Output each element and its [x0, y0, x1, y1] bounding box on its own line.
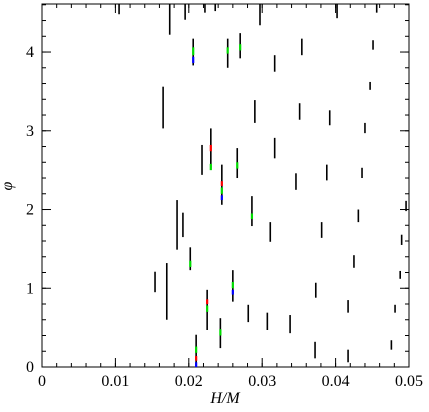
x-axis-label: H/M [209, 390, 241, 407]
y-tick-label: 3 [26, 123, 34, 140]
y-tick-label: 4 [26, 44, 34, 61]
x-tick-label: 0.05 [395, 373, 423, 390]
y-tick-label: 1 [26, 280, 34, 297]
plot-frame [41, 3, 410, 368]
x-tick-label: 0.04 [322, 373, 350, 390]
x-tick-label: 0.02 [175, 373, 203, 390]
y-tick-label: 0 [26, 359, 34, 376]
y-tick-label: 2 [26, 202, 34, 219]
x-tick-label: 0 [38, 373, 46, 390]
x-tick-label: 0.01 [101, 373, 129, 390]
y-axis-label: φ [0, 181, 16, 190]
x-tick-label: 0.03 [248, 373, 276, 390]
